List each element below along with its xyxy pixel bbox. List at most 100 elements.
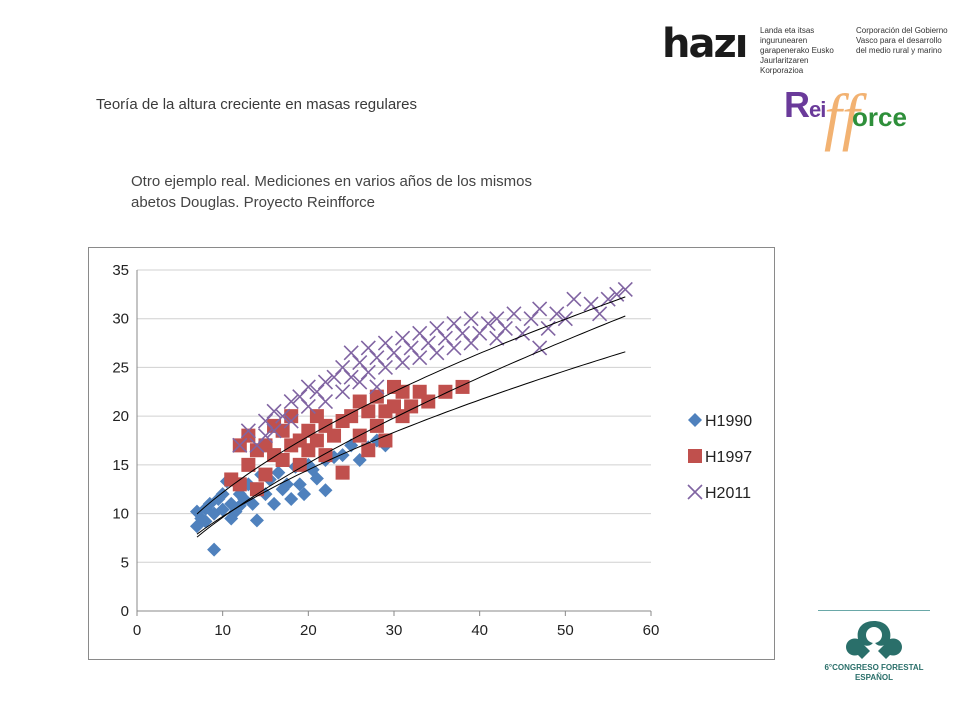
data-point <box>343 345 359 361</box>
data-point <box>617 281 633 298</box>
data-point <box>429 320 445 337</box>
data-point <box>237 491 252 506</box>
data-point <box>275 423 290 438</box>
x-tick-label: 20 <box>300 622 317 639</box>
series-h1997 <box>224 379 470 497</box>
data-point <box>284 491 299 506</box>
data-point <box>215 502 230 517</box>
data-point <box>489 311 505 327</box>
data-point <box>360 364 376 380</box>
data-point <box>232 477 247 492</box>
legend-marker <box>688 449 702 463</box>
legend-label: H1990 <box>705 413 752 430</box>
data-point <box>454 325 471 341</box>
data-point <box>344 409 359 424</box>
data-point <box>369 350 385 366</box>
slide-subtitle: Otro ejemplo real. Mediciones en varios … <box>131 171 631 213</box>
congreso-title: 6°CONGRESO FORESTAL <box>824 663 924 672</box>
data-point <box>497 320 513 337</box>
data-point <box>377 335 393 351</box>
trend-line <box>196 351 626 535</box>
x-tick-label: 60 <box>643 622 660 639</box>
data-point <box>257 413 274 429</box>
data-point <box>232 437 248 453</box>
hazi-logo: hazı Landa eta itsas ingurunearen garape… <box>662 21 952 75</box>
congreso-subtitle: ESPAÑOL <box>854 673 894 682</box>
x-tick-label: 50 <box>557 622 574 639</box>
data-point <box>241 457 256 472</box>
data-point <box>300 398 316 414</box>
data-point <box>189 504 204 519</box>
data-point <box>335 359 351 375</box>
reinfforce-logo: ff Rei orce <box>780 80 940 170</box>
reinfforce-ff: ff <box>824 81 860 152</box>
data-point <box>455 379 470 394</box>
data-point <box>215 487 230 502</box>
y-tick-label: 30 <box>112 311 129 328</box>
data-point <box>361 404 376 419</box>
data-point <box>395 384 410 399</box>
data-point <box>403 340 419 356</box>
data-point <box>292 389 308 405</box>
data-point <box>437 330 453 346</box>
data-point <box>327 428 342 443</box>
data-point <box>258 467 273 482</box>
data-point <box>241 428 256 443</box>
data-point <box>245 496 260 511</box>
data-point <box>446 316 462 332</box>
data-point <box>198 514 213 529</box>
trend-line <box>196 296 626 515</box>
data-point <box>377 359 393 375</box>
y-tick-label: 5 <box>121 554 129 571</box>
divider-line <box>818 610 930 611</box>
x-tick-label: 30 <box>386 622 403 639</box>
data-point <box>592 306 608 322</box>
data-point <box>335 465 350 480</box>
data-point <box>420 335 436 351</box>
data-point <box>309 433 324 448</box>
data-point <box>317 393 334 410</box>
data-point <box>532 340 548 356</box>
data-point <box>240 423 256 439</box>
data-point <box>317 374 334 390</box>
data-point <box>549 306 565 322</box>
y-tick-label: 25 <box>112 359 129 376</box>
subtitle-line-2: abetos Douglas. Proyecto Reinfforce <box>131 194 376 211</box>
data-point <box>249 482 264 497</box>
hazi-wordmark: hazı <box>662 21 748 67</box>
data-point <box>352 354 368 371</box>
data-point <box>292 457 307 472</box>
y-tick-label: 20 <box>112 408 129 425</box>
data-point <box>271 465 286 480</box>
data-point <box>249 513 264 528</box>
data-point <box>472 325 488 341</box>
chart-frame: 0 5 10 15 20 25 30 35 0 10 20 30 40 50 60 H1990 H1997 H20… <box>88 247 775 660</box>
data-point <box>283 393 299 410</box>
data-point <box>600 291 616 307</box>
data-point <box>446 340 462 356</box>
data-point <box>267 496 282 511</box>
data-point <box>207 542 222 557</box>
data-point <box>438 384 453 399</box>
data-point <box>335 448 350 463</box>
x-tick-label: 0 <box>133 622 141 639</box>
data-point <box>309 471 324 486</box>
data-point <box>609 286 625 302</box>
congreso-emblem-icon <box>846 621 902 659</box>
data-point <box>412 325 428 341</box>
data-point <box>395 354 411 371</box>
reinfforce-orce: orce <box>852 102 907 132</box>
x-tick-label: 40 <box>471 622 488 639</box>
data-point <box>335 384 351 400</box>
reinfforce-r: Rei <box>784 84 826 125</box>
hazi-text-spanish: Corporación del Gobierno Vasco para el d… <box>856 26 948 55</box>
data-point <box>309 384 325 400</box>
data-point <box>360 340 376 356</box>
data-point <box>279 477 294 492</box>
data-point <box>207 506 222 521</box>
data-point <box>343 369 359 385</box>
data-point <box>361 443 376 458</box>
y-tick-label: 10 <box>112 506 129 523</box>
legend-marker <box>688 413 702 427</box>
data-point <box>257 428 274 444</box>
